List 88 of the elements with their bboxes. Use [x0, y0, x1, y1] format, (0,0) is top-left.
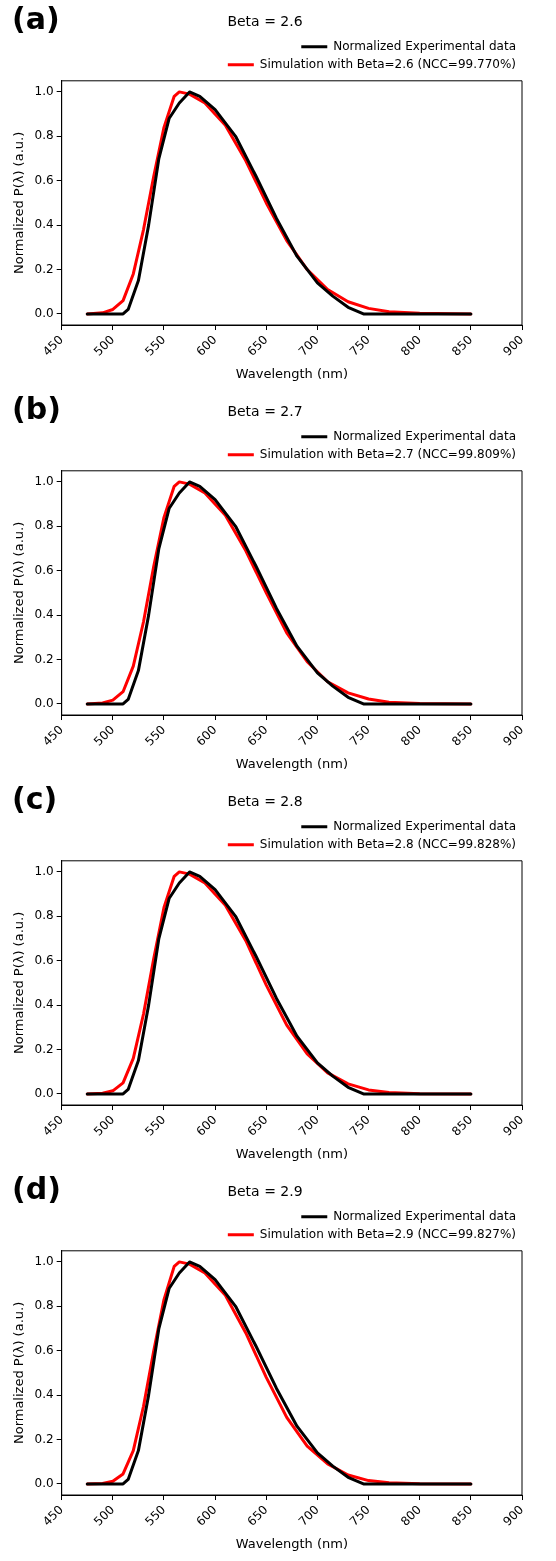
x-tick-label: 750: [346, 1112, 373, 1139]
x-tick-label: 600: [193, 1112, 220, 1139]
text: (a): [12, 0, 60, 36]
y-axis-title: Normalized P(λ) (a.u.): [11, 521, 27, 665]
x-tick-label: 900: [500, 332, 527, 359]
x-tick-label: 700: [295, 722, 322, 749]
y-tick-label: 1.0: [34, 864, 54, 879]
x-tick-label: 500: [91, 1502, 118, 1529]
x-tick-label: 600: [193, 332, 220, 359]
chart-title: Beta = 2.9: [227, 1183, 303, 1200]
x-tick-label: 450: [39, 1502, 67, 1529]
x-tick-label: 750: [346, 722, 373, 749]
y-tick-label: 0.4: [34, 607, 54, 622]
y-tick-label: 0.8: [34, 128, 54, 143]
y-tick-label: 0.4: [34, 217, 54, 232]
x-axis-title: Wavelength (nm): [235, 365, 348, 381]
x-tick-label: 900: [500, 722, 527, 749]
x-tick-label: 550: [142, 1112, 169, 1139]
x-tick-label: 750: [346, 1502, 373, 1529]
chart-title: Beta = 2.8: [227, 793, 303, 810]
x-tick-label: 500: [91, 1112, 118, 1139]
y-tick-label: 0.2: [34, 1431, 54, 1446]
text: (b): [12, 390, 61, 426]
legend-label: Simulation with Beta=2.6 (NCC=99.770%): [259, 56, 517, 71]
y-tick-label: 0.8: [34, 1298, 54, 1313]
x-tick-label: 650: [244, 1112, 271, 1139]
x-tick-label: 850: [449, 1112, 476, 1139]
y-axis-title: Normalized P(λ) (a.u.): [11, 911, 27, 1055]
x-tick-label: 450: [39, 332, 67, 359]
y-tick-label: 0.6: [34, 562, 54, 577]
y-tick-label: 0.8: [34, 908, 54, 923]
y-tick-label: 0.6: [34, 172, 54, 187]
text: (d): [12, 1170, 61, 1206]
y-tick-label: 0.8: [34, 518, 54, 533]
legend-label: Normalized Experimental data: [333, 428, 516, 443]
legend-label: Simulation with Beta=2.8 (NCC=99.828%): [259, 836, 517, 851]
x-tick-label: 850: [449, 332, 476, 359]
y-tick-label: 0.2: [34, 651, 54, 666]
x-axis-title: Wavelength (nm): [235, 1535, 348, 1551]
x-tick-label: 550: [142, 1502, 169, 1529]
x-tick-label: 650: [244, 722, 271, 749]
x-tick-label: 700: [295, 1502, 322, 1529]
x-tick-label: 500: [91, 722, 118, 749]
x-tick-label: 450: [39, 1112, 67, 1139]
x-tick-label: 900: [500, 1502, 527, 1529]
x-axis-title: Wavelength (nm): [235, 1145, 348, 1161]
y-tick-label: 1.0: [34, 1254, 54, 1269]
x-axis-title: Wavelength (nm): [235, 755, 348, 771]
legend-label: Simulation with Beta=2.7 (NCC=99.809%): [259, 446, 517, 461]
legend-label: Normalized Experimental data: [333, 1208, 516, 1223]
y-tick-label: 0.6: [34, 952, 54, 967]
x-tick-label: 650: [244, 332, 271, 359]
chart-title: Beta = 2.6: [227, 13, 303, 30]
text: (c): [12, 780, 58, 816]
y-axis-title: Normalized P(λ) (a.u.): [11, 131, 27, 275]
x-tick-label: 850: [449, 722, 476, 749]
x-tick-label: 550: [142, 722, 169, 749]
x-tick-label: 450: [39, 722, 67, 749]
y-tick-label: 1.0: [34, 84, 54, 99]
x-tick-label: 800: [397, 722, 425, 749]
y-tick-label: 0.4: [34, 1387, 54, 1402]
x-tick-label: 800: [397, 332, 425, 359]
x-tick-label: 650: [244, 1502, 271, 1529]
y-tick-label: 0.0: [34, 1086, 54, 1101]
x-tick-label: 500: [91, 332, 118, 359]
y-tick-label: 0.4: [34, 997, 54, 1012]
x-tick-label: 800: [397, 1502, 425, 1529]
legend-label: Normalized Experimental data: [333, 38, 516, 53]
x-tick-label: 900: [500, 1112, 527, 1139]
y-tick-label: 0.0: [34, 1476, 54, 1491]
x-tick-label: 600: [193, 722, 220, 749]
y-tick-label: 1.0: [34, 474, 54, 489]
y-tick-label: 0.0: [34, 696, 54, 711]
x-tick-label: 750: [346, 332, 373, 359]
legend-label: Simulation with Beta=2.9 (NCC=99.827%): [259, 1226, 517, 1241]
y-tick-label: 0.2: [34, 1041, 54, 1056]
y-axis-title: Normalized P(λ) (a.u.): [11, 1301, 27, 1445]
x-tick-label: 700: [295, 1112, 322, 1139]
legend-label: Normalized Experimental data: [333, 818, 516, 833]
x-tick-label: 700: [295, 332, 322, 359]
y-tick-label: 0.2: [34, 261, 54, 276]
x-tick-label: 800: [397, 1112, 425, 1139]
x-tick-label: 550: [142, 332, 169, 359]
x-tick-label: 850: [449, 1502, 476, 1529]
chart-title: Beta = 2.7: [227, 403, 303, 420]
x-tick-label: 600: [193, 1502, 220, 1529]
y-tick-label: 0.0: [34, 306, 54, 321]
y-tick-label: 0.6: [34, 1342, 54, 1357]
